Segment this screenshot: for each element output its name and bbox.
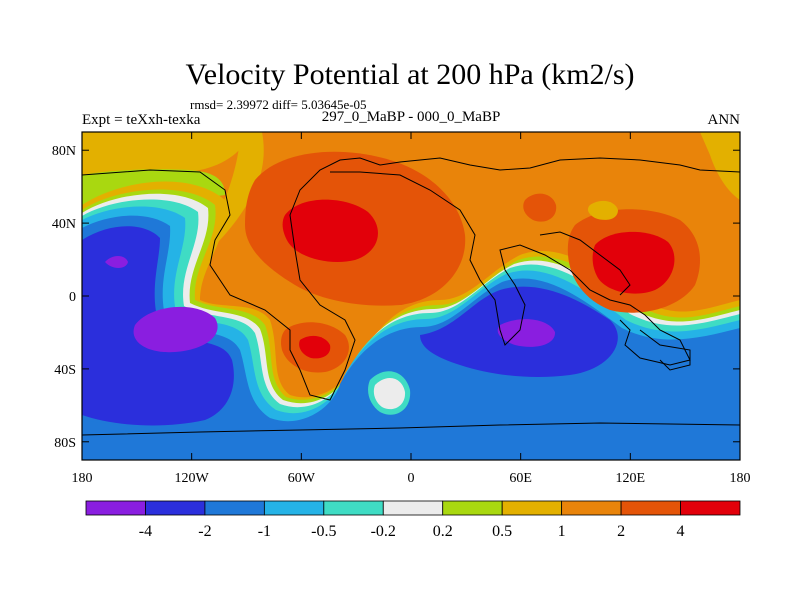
- x-tick-label-4: 60E: [509, 471, 532, 486]
- colorbar-box-3: [263, 500, 325, 516]
- map-plot: [82, 132, 740, 460]
- field-neg-purple2: [497, 319, 556, 347]
- field-pos-red3-a: [282, 199, 378, 262]
- chart-title: Velocity Potential at 200 hPa (km2/s): [185, 58, 634, 91]
- colorbar-label-7: 1: [558, 523, 566, 540]
- colorbar-label-2: -1: [258, 523, 271, 540]
- x-tick-label-1: 120W: [175, 471, 210, 486]
- field-satl-white: [373, 377, 406, 410]
- y-tick-label-4: 80S: [54, 436, 76, 451]
- season-label: ANN: [708, 112, 741, 128]
- colorbar-label-3: -0.5: [311, 523, 336, 540]
- colorbar-label-1: -2: [198, 523, 211, 540]
- x-tick-label-5: 120E: [616, 471, 646, 486]
- colorbar-box-2: [204, 500, 265, 516]
- field-pos-red3-b: [592, 231, 675, 294]
- field-neg-blue1: [82, 215, 740, 460]
- colorbar-label-9: 4: [677, 523, 685, 540]
- x-axis: 180 120W 60W 0 60E 120E 180: [72, 132, 751, 486]
- coastlines: [82, 157, 740, 436]
- x-tick-label-6: 180: [730, 471, 751, 486]
- field-pos-red2-c: [523, 193, 557, 222]
- stats-label: rmsd= 2.39972 diff= 5.03645e-05: [190, 97, 367, 112]
- field-pos-red3-d: [299, 335, 331, 359]
- field-neg-purple3: [105, 256, 128, 268]
- colorbar-box-0: [85, 500, 146, 516]
- field-south-blue: [82, 420, 740, 460]
- colorbar-box-1: [145, 500, 206, 516]
- colorbar-box-4: [323, 500, 384, 516]
- colorbar-label-8: 2: [617, 523, 625, 540]
- field-natl-yellow: [587, 200, 618, 220]
- field-neg-purple1: [133, 306, 218, 353]
- colorbar-box-5: [382, 500, 444, 516]
- y-tick-label-3: 40S: [54, 363, 76, 378]
- colorbar-box-7: [501, 500, 563, 516]
- colorbar-box-6: [442, 500, 503, 516]
- colorbar-box-9: [620, 500, 681, 516]
- field-yellow-ne: [700, 132, 740, 200]
- x-tick-label-0: 180: [72, 471, 93, 486]
- colorbar-label-4: -0.2: [371, 523, 396, 540]
- y-tick-label-0: 80N: [52, 144, 76, 159]
- colorbar: -4 -2 -1 -0.5 -0.2 0.2 0.5 1 2 4: [85, 500, 741, 540]
- y-axis: 80N 40N 0 40S 80S: [52, 144, 740, 451]
- period-label: 297_0_MaBP - 000_0_MaBP: [322, 109, 501, 125]
- experiment-label: Expt = teXxh-texka: [82, 112, 201, 128]
- y-tick-label-1: 40N: [52, 217, 76, 232]
- colorbar-label-5: 0.2: [433, 523, 453, 540]
- colorbar-box-8: [561, 500, 622, 516]
- colorbar-label-0: -4: [139, 523, 152, 540]
- colorbar-label-6: 0.5: [492, 523, 512, 540]
- x-tick-label-2: 60W: [288, 471, 316, 486]
- colorbar-box-10: [680, 500, 741, 516]
- x-tick-label-3: 0: [408, 471, 415, 486]
- y-tick-label-2: 0: [69, 290, 76, 305]
